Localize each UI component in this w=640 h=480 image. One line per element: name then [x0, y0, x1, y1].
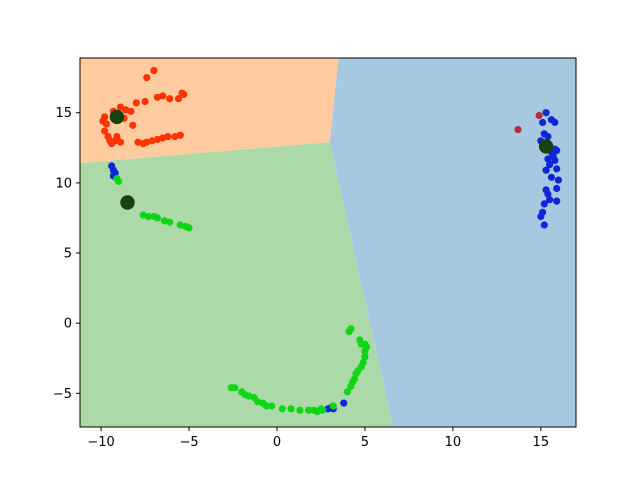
data-point-series-3	[287, 405, 295, 413]
data-point-series-3	[262, 402, 270, 410]
data-point-series-2	[546, 196, 554, 204]
x-axis-ticks: −10 −5 0 5 10 15	[87, 427, 549, 450]
data-point-series-1	[150, 67, 158, 75]
y-axis-ticks: −5 0 5 10 15	[53, 106, 80, 402]
y-tick-label: 10	[55, 176, 72, 191]
data-point-series-4	[514, 126, 522, 134]
decision-region-1	[80, 58, 339, 164]
data-point-series-3	[153, 214, 161, 222]
decision-regions	[80, 58, 576, 427]
x-tick-label: −10	[87, 435, 114, 450]
y-tick-label: 0	[64, 317, 72, 332]
data-point-series-2	[540, 221, 548, 229]
x-tick-label: 15	[533, 435, 550, 450]
data-point-series-3	[361, 347, 369, 355]
scatter-points	[99, 67, 563, 416]
data-point-series-2	[554, 176, 563, 184]
data-point-series-1	[143, 74, 151, 82]
y-tick-label: −5	[53, 387, 72, 402]
data-point-series-3	[231, 384, 239, 392]
data-point-series-2	[553, 197, 561, 205]
data-point-series-3	[352, 370, 360, 378]
data-point-series-3	[305, 406, 313, 414]
x-tick-label: 10	[445, 435, 462, 450]
data-point-series-2	[537, 212, 545, 221]
data-point-series-2	[539, 118, 547, 127]
data-point-series-1	[174, 95, 183, 103]
x-tick-label: −5	[179, 435, 198, 450]
data-point-series-2	[546, 161, 554, 169]
data-point-series-3	[347, 325, 355, 333]
data-point-series-3	[268, 402, 276, 410]
data-point-series-1	[116, 138, 125, 146]
data-point-series-2	[544, 155, 552, 163]
data-point-series-1	[129, 121, 137, 129]
data-point-series-1	[132, 99, 140, 107]
data-point-series-2	[551, 118, 559, 127]
y-tick-label: 5	[64, 247, 72, 262]
data-point-series-3	[296, 406, 304, 414]
data-point-series-1	[176, 131, 184, 139]
data-point-series-1	[127, 107, 135, 115]
data-point-series-2	[542, 166, 550, 174]
data-point-series-3	[145, 212, 153, 221]
data-point-series-1	[113, 133, 121, 141]
data-point-series-1	[166, 95, 174, 103]
data-point-series-1	[164, 133, 172, 141]
cluster-center	[120, 195, 135, 210]
cluster-center	[109, 109, 125, 125]
data-point-series-3	[343, 388, 351, 396]
data-point-series-2	[553, 184, 561, 193]
data-point-series-2	[340, 399, 348, 407]
data-point-series-1	[141, 97, 149, 106]
decision-region-3	[329, 58, 576, 427]
data-point-series-3	[329, 402, 337, 410]
data-point-series-3	[347, 382, 355, 390]
data-point-series-1	[101, 127, 109, 135]
data-point-series-1	[102, 120, 110, 128]
data-point-series-2	[544, 133, 552, 141]
data-point-series-2	[542, 109, 550, 117]
data-point-series-2	[553, 165, 561, 173]
decision-region-2	[80, 142, 394, 427]
data-point-series-2	[542, 186, 550, 194]
data-point-series-3	[278, 405, 286, 413]
x-tick-label: 0	[273, 435, 281, 450]
plot-frame	[79, 57, 577, 428]
cluster-centers	[109, 109, 554, 210]
data-point-series-3	[361, 353, 369, 361]
data-point-series-4	[535, 111, 543, 120]
y-tick-label: 15	[55, 106, 72, 121]
data-point-series-3	[113, 175, 121, 183]
x-tick-label: 5	[361, 435, 369, 450]
data-point-series-3	[185, 224, 193, 232]
data-point-series-2	[547, 173, 556, 181]
data-point-series-2	[540, 200, 548, 208]
data-point-series-3	[319, 406, 327, 414]
data-point-series-2	[551, 156, 559, 164]
data-point-series-3	[166, 218, 174, 226]
cluster-center	[538, 139, 554, 154]
data-point-series-1	[180, 90, 188, 99]
data-point-series-1	[159, 92, 167, 100]
